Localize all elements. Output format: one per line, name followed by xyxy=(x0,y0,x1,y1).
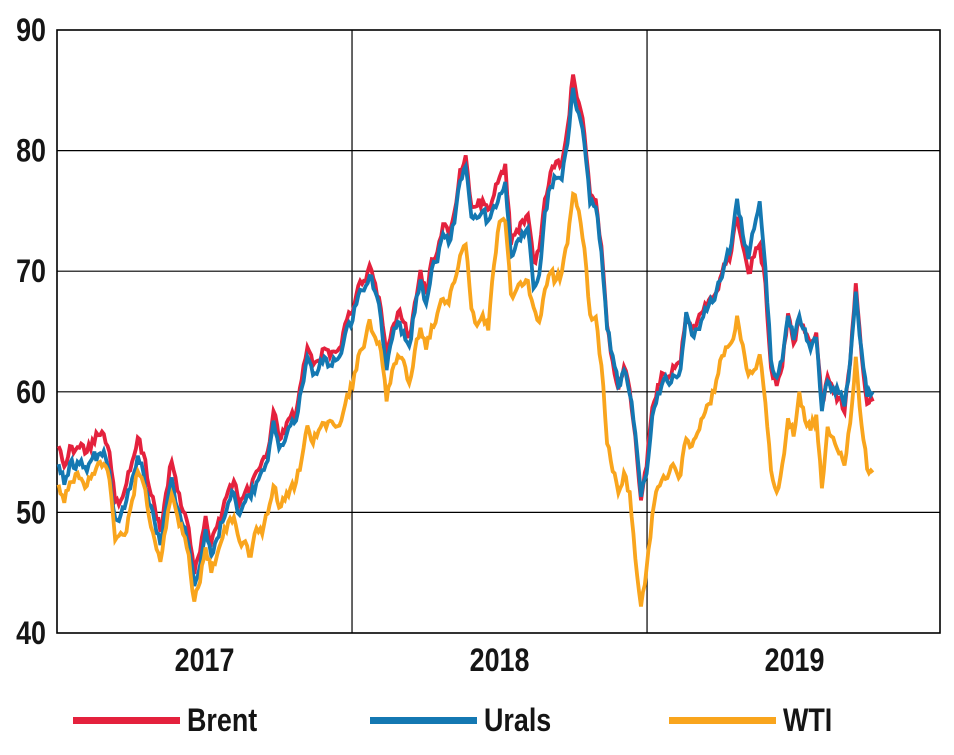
series-line-brent xyxy=(56,74,875,575)
y-tick-label-70: 70 xyxy=(16,254,46,290)
x-year-label-2018: 2018 xyxy=(470,643,530,679)
y-tick-label-60: 60 xyxy=(16,375,46,411)
series-line-wti xyxy=(56,190,875,607)
plot-border xyxy=(56,29,941,634)
x-year-label-2019: 2019 xyxy=(765,643,825,679)
series-line-urals xyxy=(56,87,875,587)
y-tick-label-50: 50 xyxy=(16,495,46,531)
y-tick-label-90: 90 xyxy=(16,13,46,49)
y-tick-label-80: 80 xyxy=(16,133,46,169)
y-tick-label-40: 40 xyxy=(16,616,46,652)
x-year-label-2017: 2017 xyxy=(175,643,235,679)
